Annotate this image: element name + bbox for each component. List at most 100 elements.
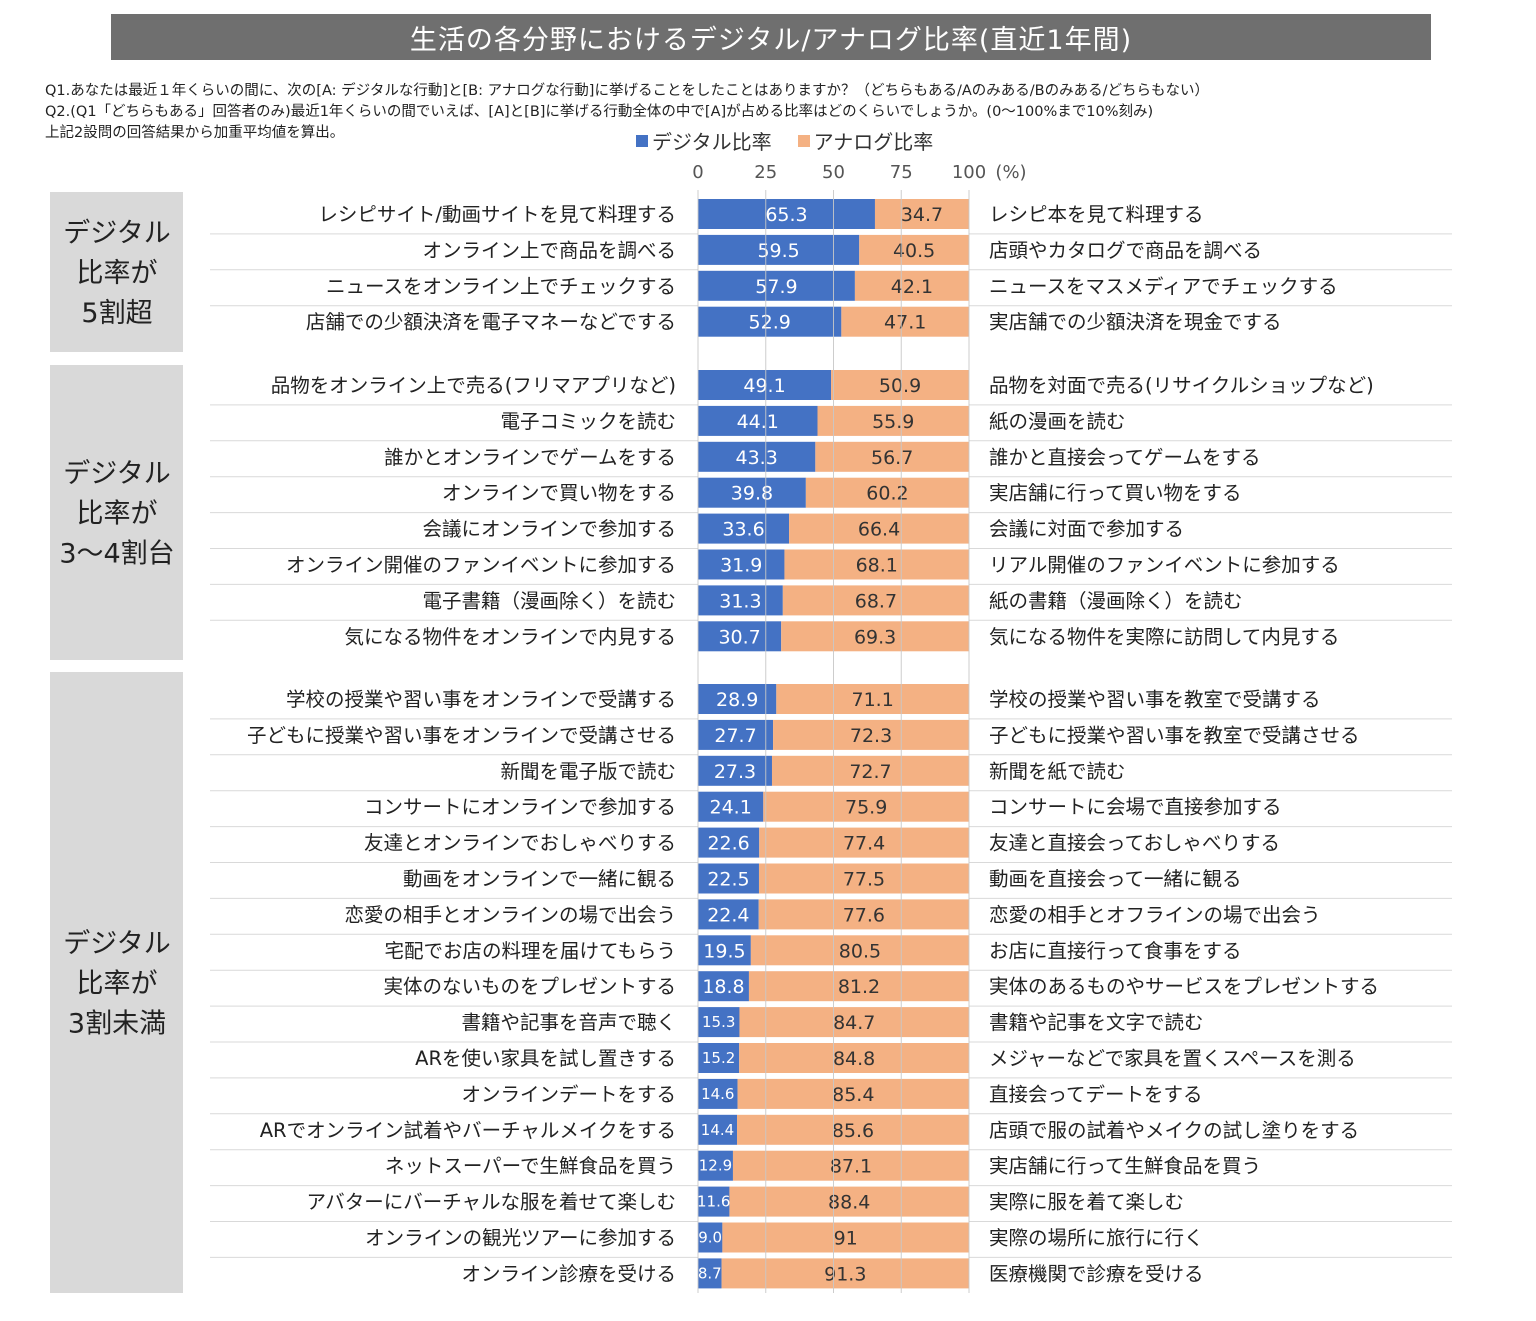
bar-digital <box>698 1078 738 1109</box>
data-label-digital: 27.7 <box>714 725 756 747</box>
bar-digital <box>698 719 774 750</box>
data-label-analog: 72.7 <box>849 761 891 783</box>
analog-activity-label: お店に直接行って食事をする <box>989 939 1242 962</box>
group-box <box>50 672 183 1293</box>
bar-analog <box>874 199 969 229</box>
data-label-analog: 84.7 <box>833 1012 875 1034</box>
data-label-analog: 85.4 <box>832 1084 874 1106</box>
bar-analog <box>781 621 969 652</box>
digital-activity-label: レシピサイト/動画サイトを見て料理する <box>318 203 676 226</box>
digital-activity-label: 書籍や記事を音声で聴く <box>461 1011 676 1034</box>
bar-digital <box>698 755 772 786</box>
data-label-digital: 24.1 <box>709 797 751 819</box>
digital-activity-label: ARを使い家具を試し置きする <box>415 1047 676 1070</box>
data-label-digital: 33.6 <box>722 519 764 541</box>
group-label: 3割未満 <box>68 1009 166 1040</box>
digital-activity-label: 動画をオンラインで一緒に観る <box>403 868 676 891</box>
data-label-digital: 65.3 <box>765 204 807 226</box>
data-label-digital: 52.9 <box>749 312 791 334</box>
bar-analog <box>831 370 969 400</box>
digital-activity-label: 子どもに授業や習い事をオンラインで受講させる <box>247 724 676 747</box>
bar-digital <box>698 234 860 265</box>
legend-digital-label: デジタル比率 <box>652 130 772 154</box>
bar-digital <box>698 935 751 966</box>
data-label-analog: 42.1 <box>891 276 933 298</box>
legend-digital-swatch <box>636 134 648 147</box>
analog-activity-label: 会議に対面で参加する <box>989 518 1184 541</box>
calculation-note: 上記2設問の回答結果から加重平均値を算出。 <box>45 125 345 141</box>
bar-digital <box>698 370 832 400</box>
bar-analog <box>771 755 969 786</box>
group-label: デジタル <box>63 459 170 490</box>
data-label-analog: 75.9 <box>845 797 887 819</box>
data-label-digital: 11.6 <box>697 1193 730 1211</box>
data-label-analog: 50.9 <box>879 375 921 397</box>
digital-activity-label: コンサートにオンラインで参加する <box>364 796 676 819</box>
bar-digital <box>698 441 816 472</box>
analog-activity-label: 直接会ってデートをする <box>989 1083 1203 1106</box>
analog-activity-label: 子どもに授業や習い事を教室で受講させる <box>989 724 1360 747</box>
digital-activity-label: 気になる物件をオンラインで内見する <box>344 625 676 648</box>
bar-digital <box>698 585 783 616</box>
analog-activity-label: コンサートに会場で直接参加する <box>989 796 1282 819</box>
digital-activity-label: オンラインで買い物をする <box>442 482 676 505</box>
data-label-analog: 69.3 <box>854 626 896 648</box>
data-label-analog: 77.5 <box>843 869 885 891</box>
digital-activity-label: 店舗での少額決済を電子マネーなどでする <box>306 311 676 334</box>
bar-digital <box>698 827 760 858</box>
data-label-digital: 43.3 <box>736 447 778 469</box>
analog-activity-label: 動画を直接会って一緒に観る <box>989 868 1242 891</box>
bar-digital <box>698 1258 722 1289</box>
legend-digital: デジタル比率 <box>636 126 772 155</box>
digital-activity-label: ARでオンライン試着やバーチャルメイクをする <box>260 1119 676 1142</box>
analog-activity-label: 店頭やカタログで商品を調べる <box>989 239 1262 262</box>
group-label: デジタル <box>63 218 170 249</box>
bar-analog <box>732 1150 969 1181</box>
legend-analog-label: アナログ比率 <box>813 130 934 154</box>
bar-analog <box>859 234 969 265</box>
analog-activity-label: 恋愛の相手とオフラインの場で出会う <box>989 903 1321 926</box>
data-label-digital: 19.5 <box>703 940 745 962</box>
bar-analog <box>722 1222 969 1253</box>
digital-activity-label: 品物をオンライン上で売る(フリマアプリなど) <box>271 374 676 397</box>
digital-activity-label: オンラインの観光ツアーに参加する <box>365 1227 676 1250</box>
digital-activity-label: オンライン開催のファンイベントに参加する <box>286 554 676 577</box>
bar-analog <box>763 791 969 822</box>
data-label-digital: 9.0 <box>698 1229 722 1247</box>
bar-analog <box>854 270 969 301</box>
x-tick-label: 25 <box>754 162 777 183</box>
data-label-digital: 15.2 <box>702 1049 735 1067</box>
data-label-digital: 12.9 <box>699 1157 732 1175</box>
bar-analog <box>729 1186 969 1217</box>
digital-activity-label: 学校の授業や習い事をオンラインで受講する <box>286 688 676 711</box>
group-label: 比率が <box>77 258 158 289</box>
bar-digital <box>698 621 782 652</box>
data-label-analog: 80.5 <box>839 940 881 962</box>
bar-analog <box>817 405 969 436</box>
x-tick-label: 75 <box>890 162 913 183</box>
legend-analog-swatch <box>797 134 810 147</box>
data-label-analog: 81.2 <box>838 976 880 998</box>
analog-activity-label: 実際に服を着て楽しむ <box>989 1191 1184 1214</box>
data-label-analog: 84.8 <box>833 1048 875 1070</box>
digital-activity-label: 実体のないものをプレゼントする <box>383 975 676 998</box>
bar-analog <box>789 513 969 544</box>
data-label-digital: 49.1 <box>743 375 785 397</box>
question-note-2: Q2.(Q1「どちらもある」回答者のみ)最近1年くらいの間でいえば、[A]と[B… <box>45 104 1154 120</box>
bar-analog <box>776 684 969 714</box>
bar-analog <box>841 306 969 337</box>
bar-digital <box>698 1043 740 1073</box>
bar-digital <box>698 684 777 714</box>
question-note-1: Q1.あなたは最近１年くらいの間に、次の[A: デジタルな行動]と[B: アナロ… <box>45 83 1209 99</box>
bar-analog <box>782 585 969 616</box>
analog-activity-label: 実店舗での少額決済を現金でする <box>989 311 1282 334</box>
digital-activity-label: オンラインデートをする <box>461 1083 676 1106</box>
bar-analog <box>748 971 969 1002</box>
bar-digital <box>698 306 842 337</box>
legend-analog: アナログ比率 <box>797 126 934 155</box>
data-label-analog: 60.2 <box>866 483 908 505</box>
data-label-analog: 68.1 <box>856 555 898 577</box>
digital-activity-label: 恋愛の相手とオンラインの場で出会う <box>344 903 676 926</box>
data-label-digital: 59.5 <box>757 240 799 262</box>
